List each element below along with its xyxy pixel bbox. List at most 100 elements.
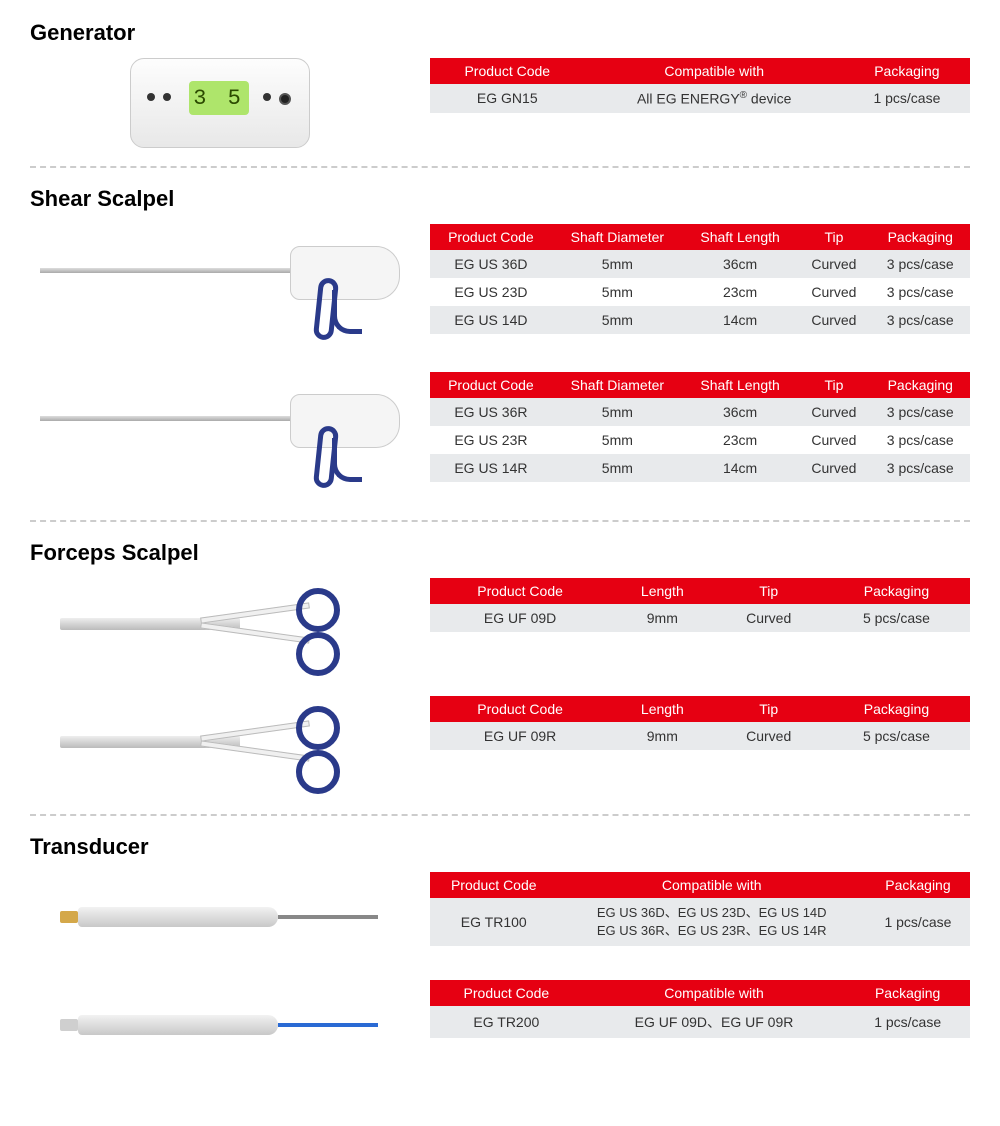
table-cell: EG US 14R — [430, 454, 552, 482]
section-transducer: TransducerProduct CodeCompatible withPac… — [30, 834, 970, 1088]
product-image — [30, 578, 410, 678]
table-header: Product Code — [430, 872, 558, 898]
spec-table: Product CodeCompatible withPackagingEG G… — [430, 58, 970, 113]
table-row: EG US 36D5mm36cmCurved3 pcs/case — [430, 250, 970, 278]
product-block: Product CodeShaft DiameterShaft LengthTi… — [30, 372, 970, 502]
table-cell: 14cm — [683, 454, 797, 482]
table-header: Packaging — [823, 578, 970, 604]
product-image — [30, 980, 410, 1070]
table-cell: 3 pcs/case — [871, 454, 970, 482]
product-block: Product CodeCompatible withPackagingEG T… — [30, 872, 970, 962]
table-header: Length — [610, 696, 714, 722]
section-title: Forceps Scalpel — [30, 540, 970, 566]
section-shear-scalpel: Shear ScalpelProduct CodeShaft DiameterS… — [30, 186, 970, 522]
table-header: Shaft Diameter — [552, 372, 683, 398]
table-cell: EG US 36D — [430, 250, 552, 278]
spec-table-wrap: Product CodeCompatible withPackagingEG G… — [430, 58, 970, 113]
table-cell: 3 pcs/case — [871, 250, 970, 278]
table-cell: EG UF 09D、EG UF 09R — [583, 1006, 846, 1038]
spec-table: Product CodeShaft DiameterShaft LengthTi… — [430, 372, 970, 482]
table-cell: 9mm — [610, 604, 714, 632]
table-header: Product Code — [430, 372, 552, 398]
table-row: EG US 23R5mm23cmCurved3 pcs/case — [430, 426, 970, 454]
transducer-2-illustration — [60, 1005, 380, 1045]
table-cell: Curved — [714, 604, 822, 632]
table-header: Packaging — [823, 696, 970, 722]
section-generator: Generator 3 5 Product CodeCompatible withP… — [30, 20, 970, 168]
table-cell: 3 pcs/case — [871, 398, 970, 426]
table-cell: Curved — [797, 306, 870, 334]
table-cell: 14cm — [683, 306, 797, 334]
table-header: Compatible with — [585, 58, 844, 84]
product-block: Product CodeShaft DiameterShaft LengthTi… — [30, 224, 970, 354]
table-cell: 36cm — [683, 250, 797, 278]
table-row: EG US 14D5mm14cmCurved3 pcs/case — [430, 306, 970, 334]
table-header: Tip — [797, 224, 870, 250]
generator-illustration: 3 5 — [130, 58, 310, 148]
table-cell: 5mm — [552, 250, 683, 278]
table-cell: EG TR100 — [430, 898, 558, 946]
spec-table: Product CodeShaft DiameterShaft LengthTi… — [430, 224, 970, 334]
table-row: EG US 14R5mm14cmCurved3 pcs/case — [430, 454, 970, 482]
table-cell: EG UF 09R — [430, 722, 610, 750]
table-cell: Curved — [797, 426, 870, 454]
table-cell: 9mm — [610, 722, 714, 750]
product-image — [30, 372, 410, 502]
table-cell: 3 pcs/case — [871, 306, 970, 334]
table-cell: Curved — [797, 250, 870, 278]
table-cell: 1 pcs/case — [866, 898, 970, 946]
table-header: Length — [610, 578, 714, 604]
table-row: EG UF 09D9mmCurved5 pcs/case — [430, 604, 970, 632]
spec-table: Product CodeLengthTipPackagingEG UF 09R9… — [430, 696, 970, 750]
table-row: EG GN15All EG ENERGY® device1 pcs/case — [430, 84, 970, 113]
table-cell: 3 pcs/case — [871, 426, 970, 454]
table-row: EG TR100EG US 36D、EG US 23D、EG US 14DEG … — [430, 898, 970, 946]
forceps-r-illustration — [60, 696, 380, 796]
table-header: Tip — [714, 578, 822, 604]
section-title: Transducer — [30, 834, 970, 860]
spec-table: Product CodeLengthTipPackagingEG UF 09D9… — [430, 578, 970, 632]
table-row: EG UF 09R9mmCurved5 pcs/case — [430, 722, 970, 750]
table-header: Packaging — [871, 224, 970, 250]
spec-table-wrap: Product CodeShaft DiameterShaft LengthTi… — [430, 372, 970, 482]
product-image — [30, 872, 410, 962]
spec-table-wrap: Product CodeCompatible withPackagingEG T… — [430, 980, 970, 1038]
table-header: Shaft Length — [683, 224, 797, 250]
table-header: Shaft Length — [683, 372, 797, 398]
table-cell: EG US 36R — [430, 398, 552, 426]
table-cell: Curved — [797, 398, 870, 426]
shear-d-illustration — [40, 234, 400, 344]
table-cell: EG US 23R — [430, 426, 552, 454]
table-cell: Curved — [797, 454, 870, 482]
section-title: Shear Scalpel — [30, 186, 970, 212]
table-cell: 3 pcs/case — [871, 278, 970, 306]
spec-table-wrap: Product CodeLengthTipPackagingEG UF 09R9… — [430, 696, 970, 750]
table-cell: 36cm — [683, 398, 797, 426]
table-cell: EG US 23D — [430, 278, 552, 306]
table-header: Packaging — [871, 372, 970, 398]
table-header: Packaging — [844, 58, 970, 84]
table-header: Product Code — [430, 224, 552, 250]
table-header: Compatible with — [558, 872, 866, 898]
spec-table: Product CodeCompatible withPackagingEG T… — [430, 872, 970, 946]
table-header: Shaft Diameter — [552, 224, 683, 250]
product-block: 3 5 Product CodeCompatible withPackagingE… — [30, 58, 970, 148]
table-cell: 5mm — [552, 426, 683, 454]
spec-table-wrap: Product CodeLengthTipPackagingEG UF 09D9… — [430, 578, 970, 632]
section-forceps-scalpel: Forceps ScalpelProduct CodeLengthTipPack… — [30, 540, 970, 816]
table-cell: EG US 36D、EG US 23D、EG US 14DEG US 36R、E… — [558, 898, 866, 946]
product-block: Product CodeLengthTipPackagingEG UF 09D9… — [30, 578, 970, 678]
table-cell: EG UF 09D — [430, 604, 610, 632]
section-title: Generator — [30, 20, 970, 46]
table-cell: 1 pcs/case — [845, 1006, 970, 1038]
table-cell: EG US 14D — [430, 306, 552, 334]
table-cell: 5mm — [552, 278, 683, 306]
table-header: Product Code — [430, 980, 583, 1006]
table-cell: 5mm — [552, 306, 683, 334]
table-cell: 23cm — [683, 426, 797, 454]
table-cell: 1 pcs/case — [844, 84, 970, 113]
table-cell: 23cm — [683, 278, 797, 306]
table-header: Packaging — [866, 872, 970, 898]
product-spec-sheet: Generator3 5Product CodeCompatible withP… — [30, 20, 970, 1088]
table-cell: EG GN15 — [430, 84, 585, 113]
